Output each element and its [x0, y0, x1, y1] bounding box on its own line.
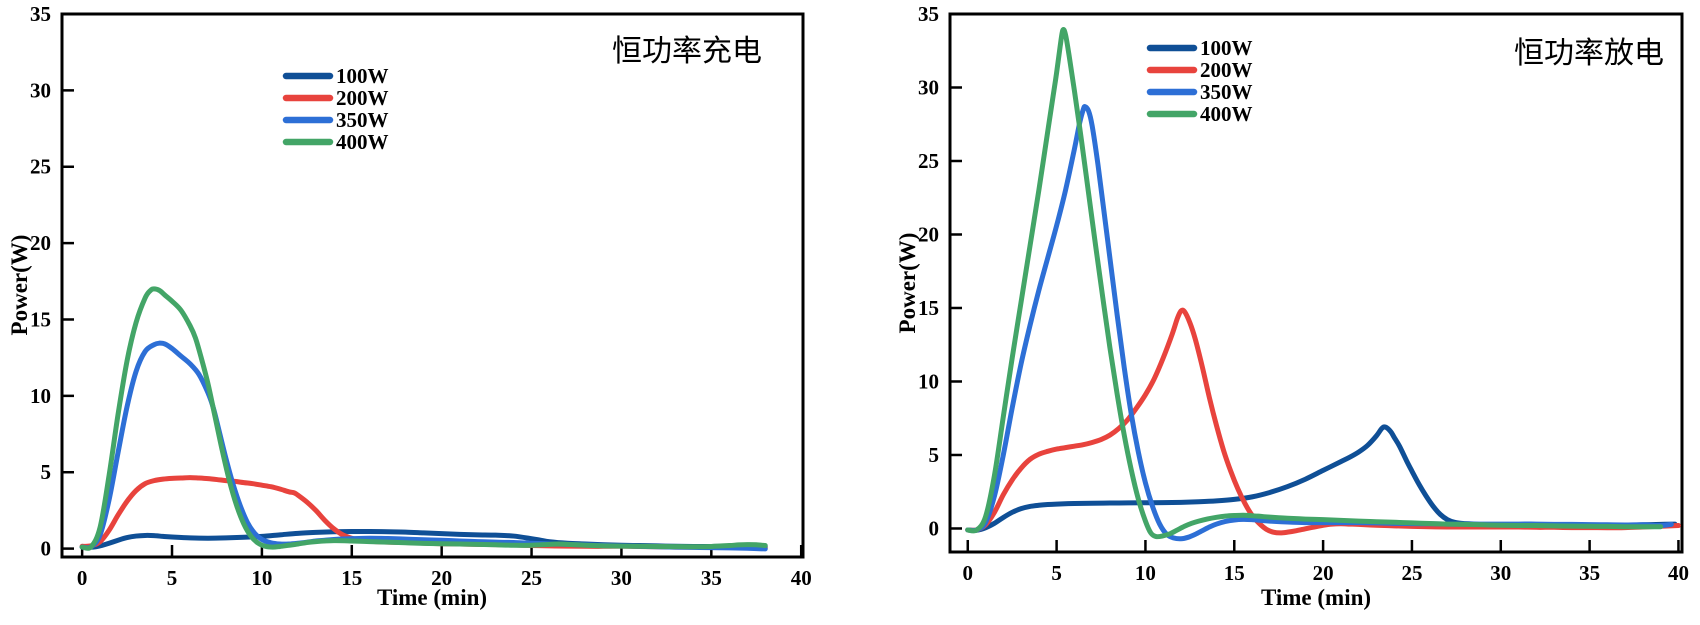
legend-label-350w: 350W [1200, 80, 1253, 104]
y-tick-label: 30 [30, 78, 51, 102]
legend-label-350w: 350W [336, 108, 389, 132]
y-tick-label: 15 [918, 296, 939, 320]
y-tick-label: 10 [918, 369, 939, 393]
axis-ticks: 0 5 10 15 20 25 30 35 40 0 5 10 15 20 25 30 35 [30, 2, 812, 590]
y-tick-label: 25 [30, 155, 51, 179]
y-tick-label: 0 [41, 537, 52, 561]
charging-chart: 0 5 10 15 20 25 30 35 40 0 5 10 15 20 25 30 35 100W 200W 35… [7, 2, 812, 610]
x-tick-label: 15 [1224, 561, 1245, 585]
y-tick-label: 5 [41, 460, 52, 484]
legend-label-100w: 100W [336, 64, 389, 88]
discharging-y-axis-label: Power(W) [895, 232, 920, 334]
axis-ticks: 0 5 10 15 20 25 30 35 40 0 5 10 15 20 25 30 35 [918, 2, 1689, 585]
y-tick-label: 30 [918, 75, 939, 99]
x-tick-label: 15 [341, 566, 362, 590]
y-tick-label: 20 [918, 222, 939, 246]
curve-200w [965, 307, 1681, 536]
legend-label-100w: 100W [1200, 36, 1253, 60]
discharging-chart-title: 恒功率放电 [1514, 37, 1664, 70]
x-tick-label: 30 [1490, 561, 1511, 585]
curves [965, 26, 1681, 542]
curve-400w [79, 286, 768, 551]
x-tick-label: 40 [791, 566, 812, 590]
y-tick-label: 20 [30, 231, 51, 255]
plot-frame [948, 12, 1684, 554]
charging-chart-canvas: 0 5 10 15 20 25 30 35 40 0 5 10 15 20 25 30 35 100W200W35… [30, 2, 812, 590]
x-tick-label: 0 [77, 566, 88, 590]
x-tick-label: 35 [1579, 561, 1600, 585]
x-tick-label: 25 [521, 566, 542, 590]
x-tick-label: 0 [963, 561, 974, 585]
curves [79, 286, 768, 552]
x-tick-label: 20 [1313, 561, 1334, 585]
x-tick-label: 10 [251, 566, 272, 590]
x-tick-label: 20 [431, 566, 452, 590]
y-tick-label: 35 [30, 2, 51, 26]
x-tick-label: 30 [611, 566, 632, 590]
x-tick-label: 40 [1668, 561, 1689, 585]
curve-100w [965, 424, 1678, 533]
curve-400w [965, 26, 1664, 540]
discharging-x-axis-label: Time (min) [1260, 585, 1372, 610]
discharging-chart-canvas: 0 5 10 15 20 25 30 35 40 0 5 10 15 20 25 30 35 100W200W35… [918, 2, 1689, 585]
plot-frame [60, 12, 805, 559]
x-tick-label: 10 [1135, 561, 1156, 585]
x-tick-label: 25 [1401, 561, 1422, 585]
legend-label-400w: 400W [336, 130, 389, 154]
legend-label-200w: 200W [336, 86, 389, 110]
y-tick-label: 0 [929, 516, 940, 540]
curve-350w [79, 340, 768, 552]
charging-chart-title: 恒功率充电 [612, 35, 762, 68]
discharging-chart: 0 5 10 15 20 25 30 35 40 0 5 10 15 20 25 30 35 100W 200W 35… [850, 0, 1700, 625]
y-tick-label: 10 [30, 384, 51, 408]
legend-label-200w: 200W [1200, 58, 1253, 82]
y-tick-label: 5 [929, 443, 940, 467]
x-tick-label: 5 [167, 566, 178, 590]
x-tick-label: 5 [1051, 561, 1062, 585]
charging-x-axis-label: Time (min) [376, 585, 488, 610]
y-tick-label: 25 [918, 149, 939, 173]
legend-label-400w: 400W [1200, 102, 1253, 126]
y-tick-label: 15 [30, 307, 51, 331]
y-tick-label: 35 [918, 2, 939, 26]
x-tick-label: 35 [701, 566, 722, 590]
charging-y-axis-label: Power(W) [7, 234, 32, 336]
